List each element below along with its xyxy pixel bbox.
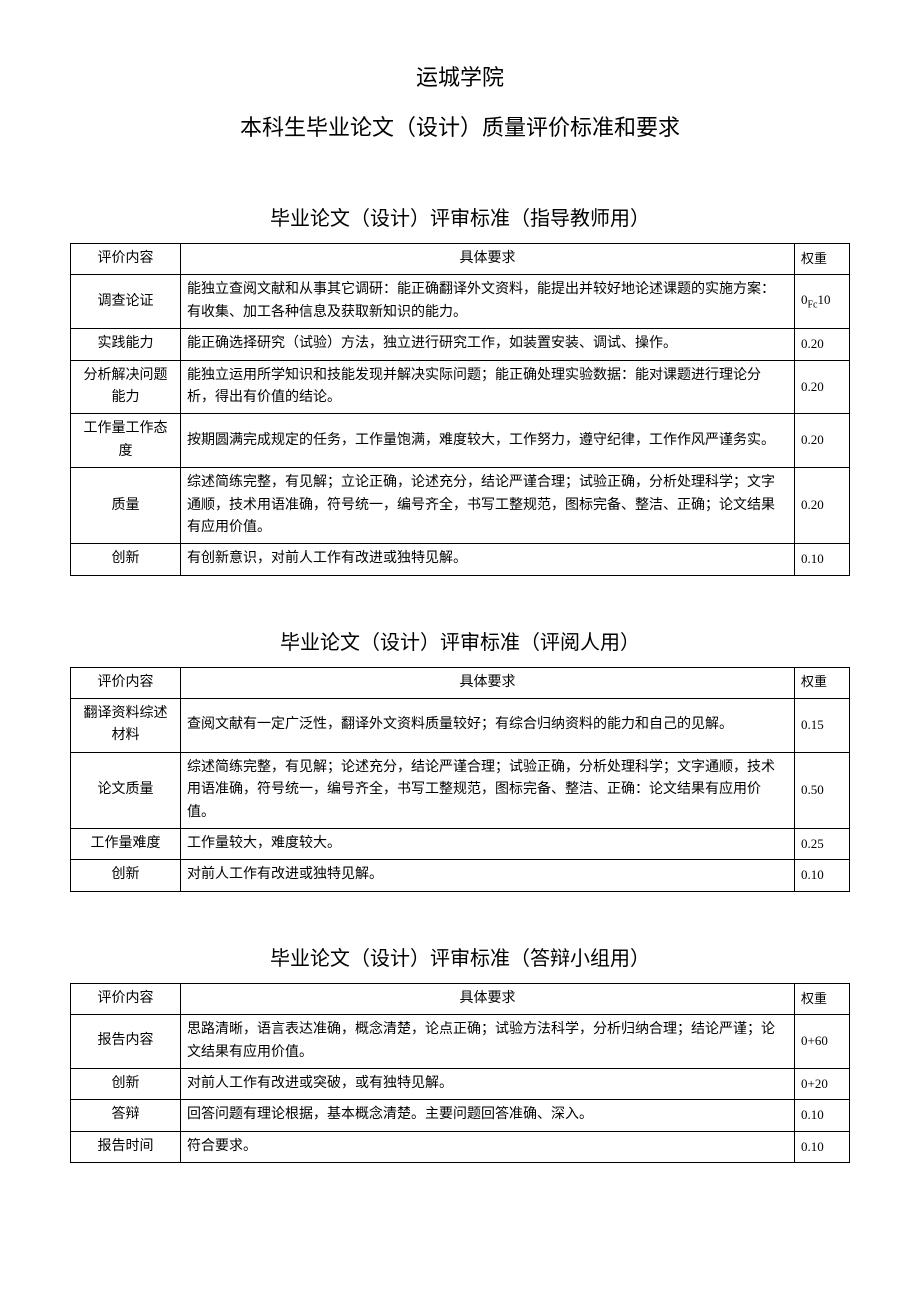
cell-content: 创新 [71, 860, 181, 891]
cell-detail: 能正确选择研究（试验）方法，独立进行研究工作，如装置安装、调试、操作。 [181, 329, 795, 360]
cell-detail: 思路清晰，语言表达准确，概念清楚，论点正确；试验方法科学，分析归纳合理；结论严谨… [181, 1015, 795, 1069]
cell-content: 报告时间 [71, 1131, 181, 1162]
cell-weight: 0Fc10 [795, 275, 850, 329]
table-row: 报告内容 思路清晰，语言表达准确，概念清楚，论点正确；试验方法科学，分析归纳合理… [71, 1015, 850, 1069]
cell-weight: 0+20 [795, 1068, 850, 1099]
table-reviewer: 评价内容 具体要求 权重 翻译资料综述材料 查阅文献有一定广泛性，翻译外文资料质… [70, 667, 850, 892]
cell-content: 工作量工作态度 [71, 414, 181, 468]
col-header-content: 评价内容 [71, 667, 181, 698]
table-row: 创新 对前人工作有改进或独特见解。 0.10 [71, 860, 850, 891]
col-header-detail: 具体要求 [181, 667, 795, 698]
section-title-3: 毕业论文（设计）评审标准（答辩小组用） [70, 942, 850, 971]
cell-content: 创新 [71, 1068, 181, 1099]
table-row: 分析解决问题能力 能独立运用所学知识和技能发现并解决实际问题；能正确处理实验数据… [71, 360, 850, 414]
cell-weight: 0.15 [795, 699, 850, 753]
cell-weight: 0.10 [795, 544, 850, 575]
table-row: 报告时间 符合要求。 0.10 [71, 1131, 850, 1162]
col-header-weight: 权重 [795, 244, 850, 275]
table-row: 实践能力 能正确选择研究（试验）方法，独立进行研究工作，如装置安装、调试、操作。… [71, 329, 850, 360]
cell-detail: 综述简练完整，有见解；立论正确，论述充分，结论严谨合理；试验正确，分析处理科学；… [181, 468, 795, 544]
cell-weight: 0.20 [795, 468, 850, 544]
table-row: 翻译资料综述材料 查阅文献有一定广泛性，翻译外文资料质量较好；有综合归纳资料的能… [71, 699, 850, 753]
table-row: 论文质量 综述简练完整，有见解；论述充分，结论严谨合理；试验正确，分析处理科学；… [71, 752, 850, 828]
table-header-row: 评价内容 具体要求 权重 [71, 667, 850, 698]
col-header-content: 评价内容 [71, 244, 181, 275]
table-row: 工作量工作态度 按期圆满完成规定的任务，工作量饱满，难度较大，工作努力，遵守纪律… [71, 414, 850, 468]
cell-detail: 综述简练完整，有见解；论述充分，结论严谨合理；试验正确，分析处理科学；文字通顺，… [181, 752, 795, 828]
cell-weight: 0.20 [795, 329, 850, 360]
cell-content: 翻译资料综述材料 [71, 699, 181, 753]
document-subtitle: 本科生毕业论文（设计）质量评价标准和要求 [70, 110, 850, 142]
cell-content: 调查论证 [71, 275, 181, 329]
table-header-row: 评价内容 具体要求 权重 [71, 983, 850, 1014]
cell-weight: 0.10 [795, 860, 850, 891]
table-row: 创新 有创新意识，对前人工作有改进或独特见解。 0.10 [71, 544, 850, 575]
cell-content: 答辩 [71, 1100, 181, 1131]
table-header-row: 评价内容 具体要求 权重 [71, 244, 850, 275]
col-header-detail: 具体要求 [181, 244, 795, 275]
section-title-2: 毕业论文（设计）评审标准（评阅人用） [70, 626, 850, 655]
cell-detail: 按期圆满完成规定的任务，工作量饱满，难度较大，工作努力，遵守纪律，工作作风严谨务… [181, 414, 795, 468]
col-header-weight: 权重 [795, 983, 850, 1014]
table-row: 调查论证 能独立查阅文献和从事其它调研：能正确翻译外文资料，能提出并较好地论述课… [71, 275, 850, 329]
col-header-detail: 具体要求 [181, 983, 795, 1014]
cell-detail: 对前人工作有改进或独特见解。 [181, 860, 795, 891]
table-defense: 评价内容 具体要求 权重 报告内容 思路清晰，语言表达准确，概念清楚，论点正确；… [70, 983, 850, 1163]
section-title-1: 毕业论文（设计）评审标准（指导教师用） [70, 202, 850, 231]
cell-detail: 符合要求。 [181, 1131, 795, 1162]
cell-content: 工作量难度 [71, 829, 181, 860]
col-header-weight: 权重 [795, 667, 850, 698]
cell-detail: 能独立运用所学知识和技能发现并解决实际问题；能正确处理实验数据：能对课题进行理论… [181, 360, 795, 414]
table-row: 答辩 回答问题有理论根据，基本概念清楚。主要问题回答准确、深入。 0.10 [71, 1100, 850, 1131]
cell-detail: 回答问题有理论根据，基本概念清楚。主要问题回答准确、深入。 [181, 1100, 795, 1131]
cell-content: 报告内容 [71, 1015, 181, 1069]
cell-content: 分析解决问题能力 [71, 360, 181, 414]
cell-content: 实践能力 [71, 329, 181, 360]
col-header-content: 评价内容 [71, 983, 181, 1014]
cell-weight: 0.50 [795, 752, 850, 828]
cell-detail: 工作量较大，难度较大。 [181, 829, 795, 860]
cell-content: 质量 [71, 468, 181, 544]
cell-content: 创新 [71, 544, 181, 575]
cell-weight: 0.20 [795, 360, 850, 414]
cell-weight: 0.20 [795, 414, 850, 468]
cell-weight: 0.10 [795, 1131, 850, 1162]
table-advisor: 评价内容 具体要求 权重 调查论证 能独立查阅文献和从事其它调研：能正确翻译外文… [70, 243, 850, 576]
cell-detail: 能独立查阅文献和从事其它调研：能正确翻译外文资料，能提出并较好地论述课题的实施方… [181, 275, 795, 329]
cell-weight: 0+60 [795, 1015, 850, 1069]
cell-weight: 0.10 [795, 1100, 850, 1131]
table-row: 创新 对前人工作有改进或突破，或有独特见解。 0+20 [71, 1068, 850, 1099]
cell-weight: 0.25 [795, 829, 850, 860]
cell-detail: 对前人工作有改进或突破，或有独特见解。 [181, 1068, 795, 1099]
table-row: 质量 综述简练完整，有见解；立论正确，论述充分，结论严谨合理；试验正确，分析处理… [71, 468, 850, 544]
cell-detail: 有创新意识，对前人工作有改进或独特见解。 [181, 544, 795, 575]
cell-content: 论文质量 [71, 752, 181, 828]
document-title: 运城学院 [70, 60, 850, 92]
table-row: 工作量难度 工作量较大，难度较大。 0.25 [71, 829, 850, 860]
cell-detail: 查阅文献有一定广泛性，翻译外文资料质量较好；有综合归纳资料的能力和自己的见解。 [181, 699, 795, 753]
